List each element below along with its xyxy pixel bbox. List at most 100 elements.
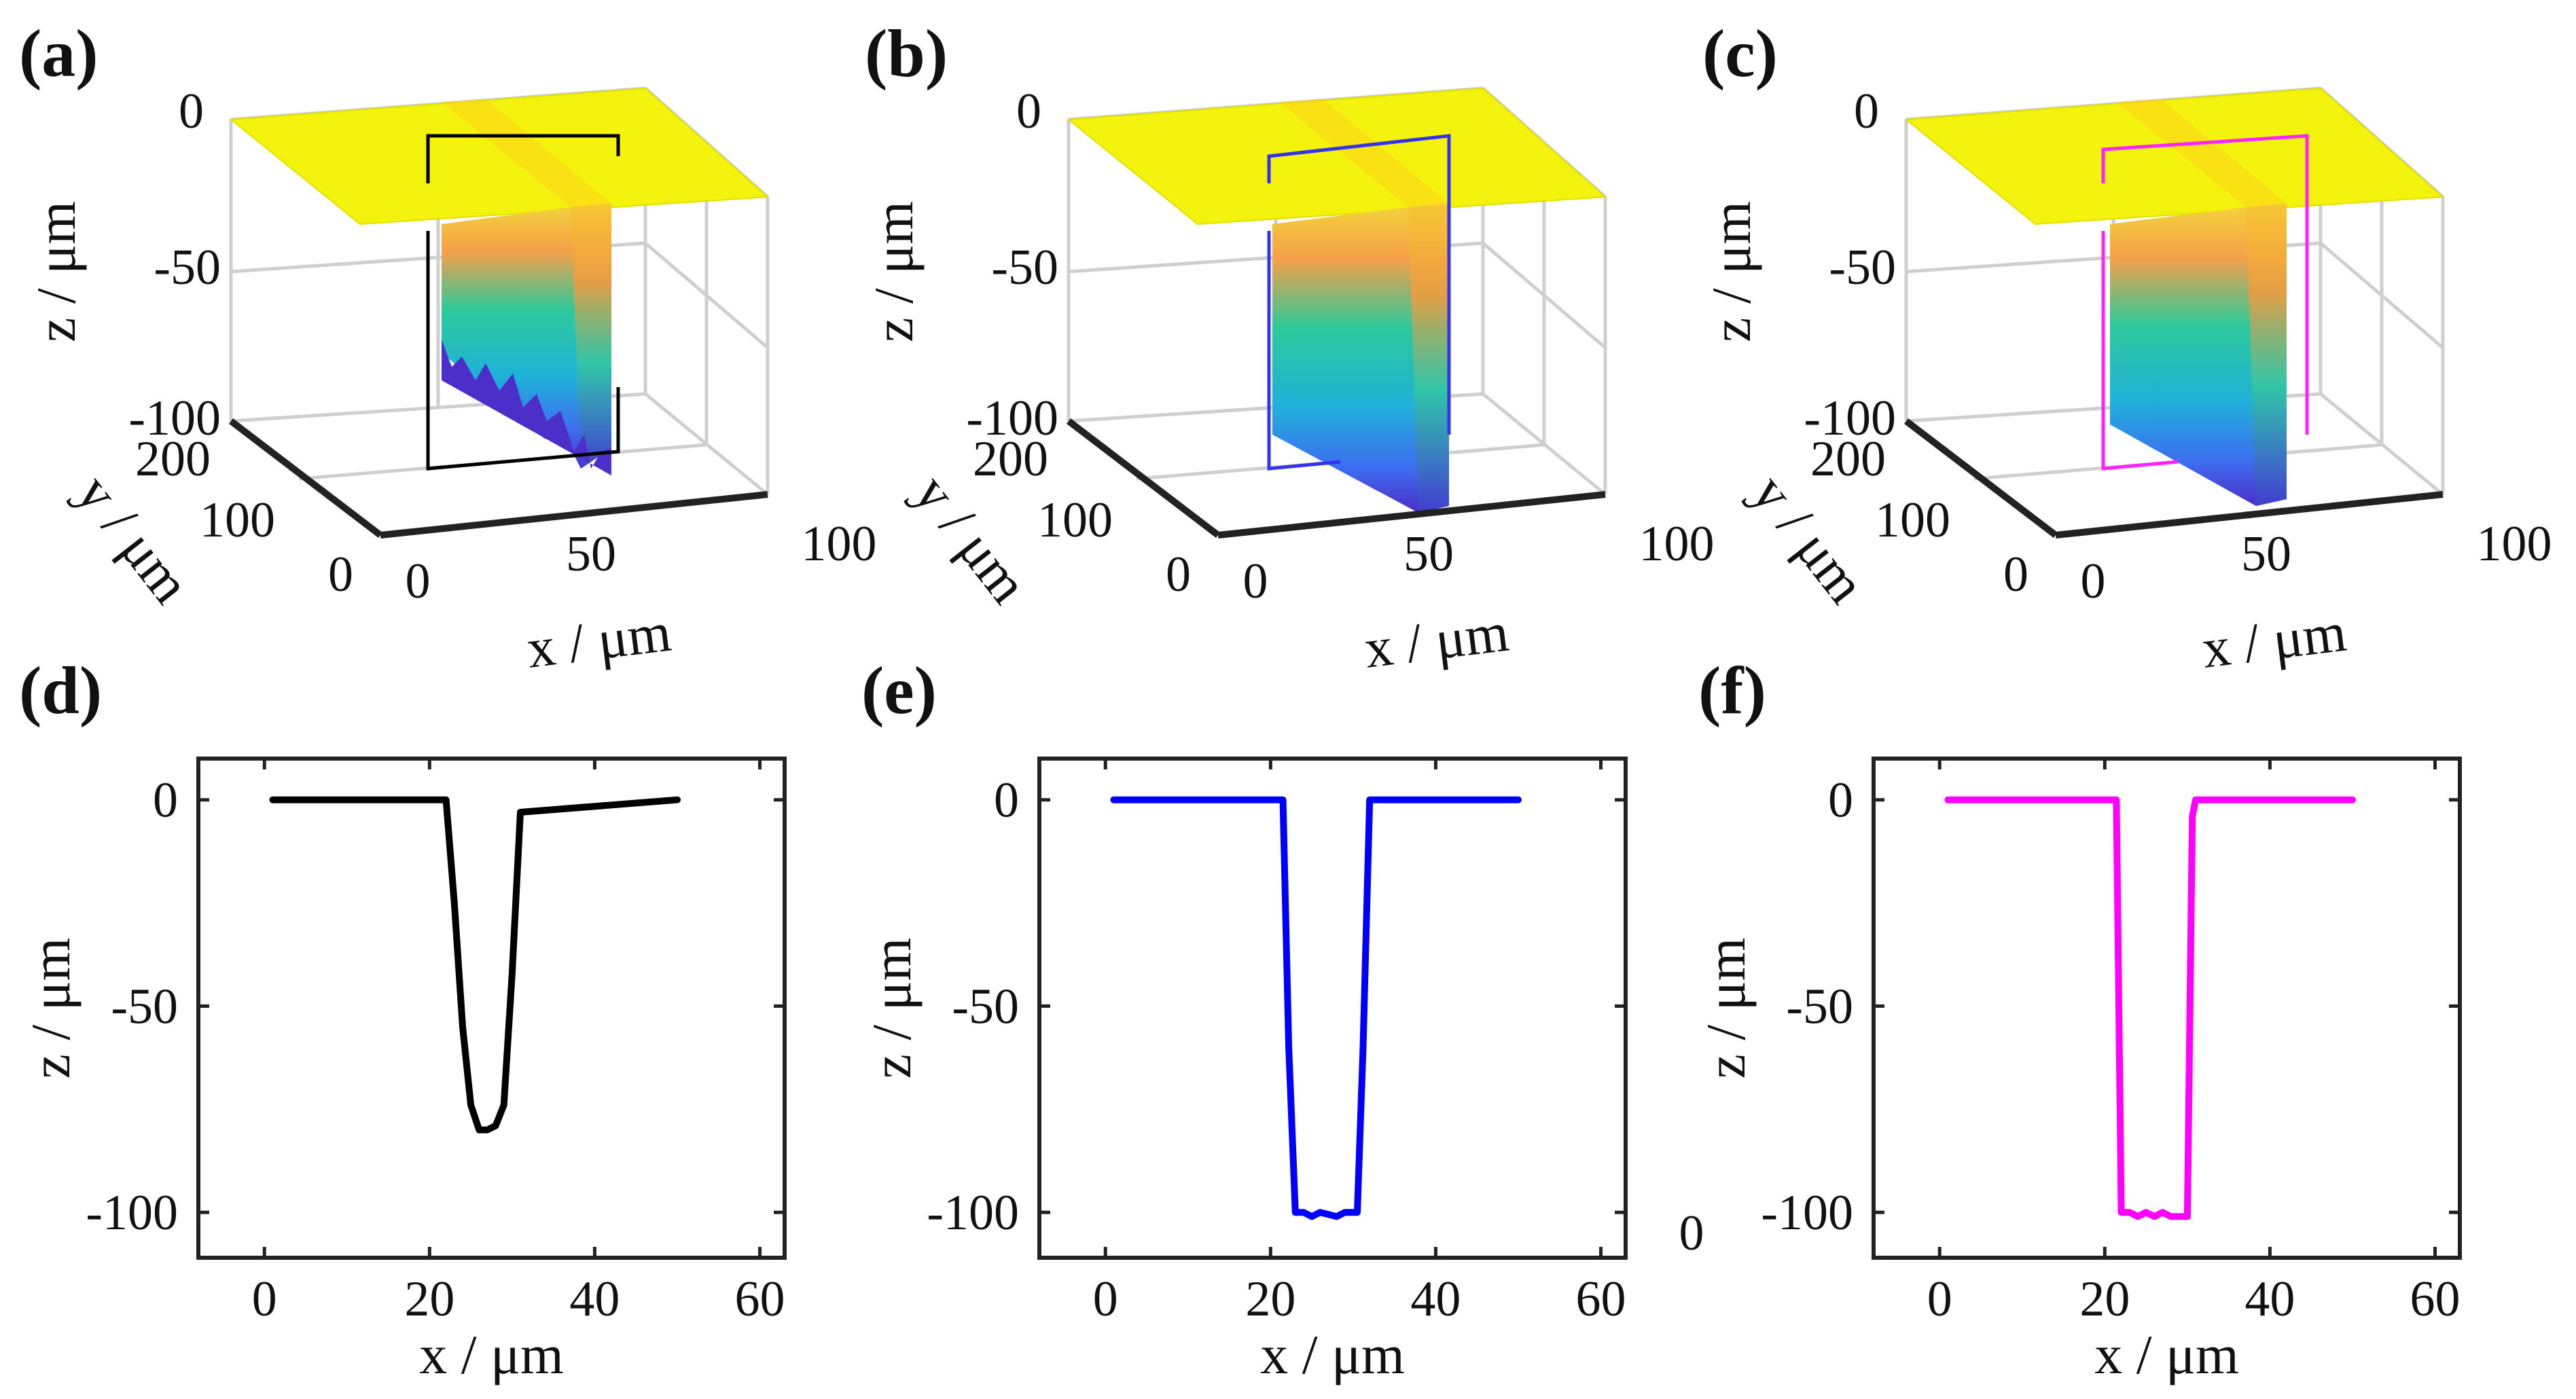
z-ticks: 0 -50 -100 xyxy=(966,84,1058,446)
panel-2d-e: (e) 0 20 40 60 0 -50 -100 x / μm z / μm xyxy=(861,653,1628,1385)
panel-label: (a) xyxy=(19,16,99,91)
x-tick-label: 20 xyxy=(404,1271,454,1327)
series-line xyxy=(1110,796,1522,1220)
z-axis-label: z / μm xyxy=(863,201,925,342)
x-tick-label: 0 xyxy=(252,1271,277,1327)
svg-text:100: 100 xyxy=(802,516,877,572)
y-axis-label: z / μm xyxy=(20,938,82,1079)
x-tick-label: 60 xyxy=(735,1271,785,1327)
svg-text:0: 0 xyxy=(1243,553,1268,609)
trench-walls xyxy=(442,204,611,475)
x-ticks: 0 50 100 xyxy=(406,516,877,609)
plot-frame xyxy=(1872,757,2462,1260)
panel-label: (b) xyxy=(865,16,948,91)
svg-text:-50: -50 xyxy=(154,240,221,295)
svg-text:0: 0 xyxy=(328,547,353,602)
svg-text:-100: -100 xyxy=(128,390,221,446)
plot-frame xyxy=(196,757,787,1260)
svg-text:-50: -50 xyxy=(1829,240,1896,295)
surface-top xyxy=(1904,87,2445,225)
svg-text:100: 100 xyxy=(1037,492,1113,548)
trench-walls xyxy=(1272,204,1449,513)
z-axis-label: z / μm xyxy=(25,201,87,342)
plot-frame xyxy=(1037,757,1628,1260)
y-axis-label: z / μm xyxy=(861,938,923,1079)
svg-text:-100: -100 xyxy=(966,390,1058,446)
svg-text:-50: -50 xyxy=(991,240,1058,295)
x-tick-label: 60 xyxy=(2410,1271,2461,1327)
trench-walls xyxy=(2110,204,2287,506)
profile-frame xyxy=(426,134,620,471)
y-ticks: 200 100 0 xyxy=(973,431,1191,602)
svg-text:0: 0 xyxy=(2003,547,2028,602)
panel-3d-b: (b) xyxy=(863,16,1715,680)
z-axis-label: z / μm xyxy=(1700,201,1762,342)
x-axis-label: x / μm xyxy=(2199,601,2350,680)
x-axis-label: x / μm xyxy=(2094,1324,2239,1385)
x-ticks: 0 50 100 xyxy=(1243,516,1715,609)
x-axis-label: x / μm xyxy=(524,601,675,680)
x-tick-label: 0 xyxy=(1927,1271,1952,1327)
x-tick-label: 20 xyxy=(1245,1271,1295,1327)
series-line xyxy=(269,796,681,1133)
svg-text:0: 0 xyxy=(1854,84,1879,139)
surface-top xyxy=(229,87,770,225)
stray-zero-label: 0 xyxy=(1679,1205,1704,1261)
svg-text:100: 100 xyxy=(1639,516,1715,572)
panel-2d-f: (f) 0 20 40 60 0 -50 -100 x / μm z / μm xyxy=(1695,653,2462,1385)
svg-text:0: 0 xyxy=(179,84,204,139)
x-tick-label: 0 xyxy=(1093,1271,1118,1327)
panel-label: (d) xyxy=(19,653,102,728)
svg-text:200: 200 xyxy=(1810,431,1886,487)
z-ticks: 0 -50 -100 xyxy=(1804,84,1896,446)
svg-text:100: 100 xyxy=(200,492,275,548)
y-tick-label: 0 xyxy=(153,773,178,829)
series-line xyxy=(1944,796,2356,1220)
panel-label: (e) xyxy=(861,653,937,728)
y-tick-label: -50 xyxy=(1786,979,1853,1034)
svg-text:50: 50 xyxy=(1403,526,1454,582)
y-ticks: 200 100 0 xyxy=(135,431,353,602)
y-tick-label: 0 xyxy=(1828,773,1853,829)
axis-lines-front xyxy=(1066,418,1606,539)
svg-text:0: 0 xyxy=(1016,84,1041,139)
x-axis-label: x / μm xyxy=(1361,601,1512,680)
axis-lines-front xyxy=(228,418,768,539)
y-tick-label: -100 xyxy=(927,1185,1019,1241)
svg-text:200: 200 xyxy=(135,431,211,487)
profile-frame xyxy=(2101,134,2309,471)
profile-frame xyxy=(1267,134,1451,471)
x-tick-label: 40 xyxy=(2244,1271,2295,1327)
axis-lines-front xyxy=(1903,418,2444,539)
x-axis-label: x / μm xyxy=(419,1324,564,1385)
surface-top xyxy=(1067,87,1607,225)
panel-label: (f) xyxy=(1698,653,1766,728)
svg-text:0: 0 xyxy=(406,553,431,609)
panel-3d-a: (a) xyxy=(19,16,877,680)
x-tick-label: 40 xyxy=(1410,1271,1461,1327)
y-tick-label: -100 xyxy=(86,1185,178,1241)
y-tick-label: 0 xyxy=(994,773,1019,829)
svg-text:0: 0 xyxy=(1166,547,1191,602)
svg-text:0: 0 xyxy=(2081,553,2106,609)
svg-text:-100: -100 xyxy=(1804,390,1896,446)
x-tick-label: 60 xyxy=(1576,1271,1626,1327)
panel-3d-c: (c) xyxy=(1700,16,2552,680)
svg-text:100: 100 xyxy=(1875,492,1950,548)
x-axis-label: x / μm xyxy=(1260,1324,1405,1385)
x-tick-label: 40 xyxy=(569,1271,620,1327)
y-ticks: 200 100 0 xyxy=(1810,431,2028,602)
svg-text:200: 200 xyxy=(973,431,1048,487)
svg-text:50: 50 xyxy=(566,526,616,582)
panel-label: (c) xyxy=(1702,16,1778,91)
x-ticks: 0 50 100 xyxy=(2081,516,2552,609)
y-tick-label: -100 xyxy=(1761,1185,1853,1241)
svg-text:100: 100 xyxy=(2477,516,2552,572)
y-tick-label: -50 xyxy=(111,979,178,1034)
svg-text:50: 50 xyxy=(2241,526,2291,582)
rough-bottom xyxy=(442,340,611,475)
z-ticks: 0 -50 -100 xyxy=(128,84,221,446)
x-tick-label: 20 xyxy=(2079,1271,2130,1327)
panel-2d-d: (d) 0 20 40 60 0 -50 -100 x / μm z / μm xyxy=(19,653,787,1385)
